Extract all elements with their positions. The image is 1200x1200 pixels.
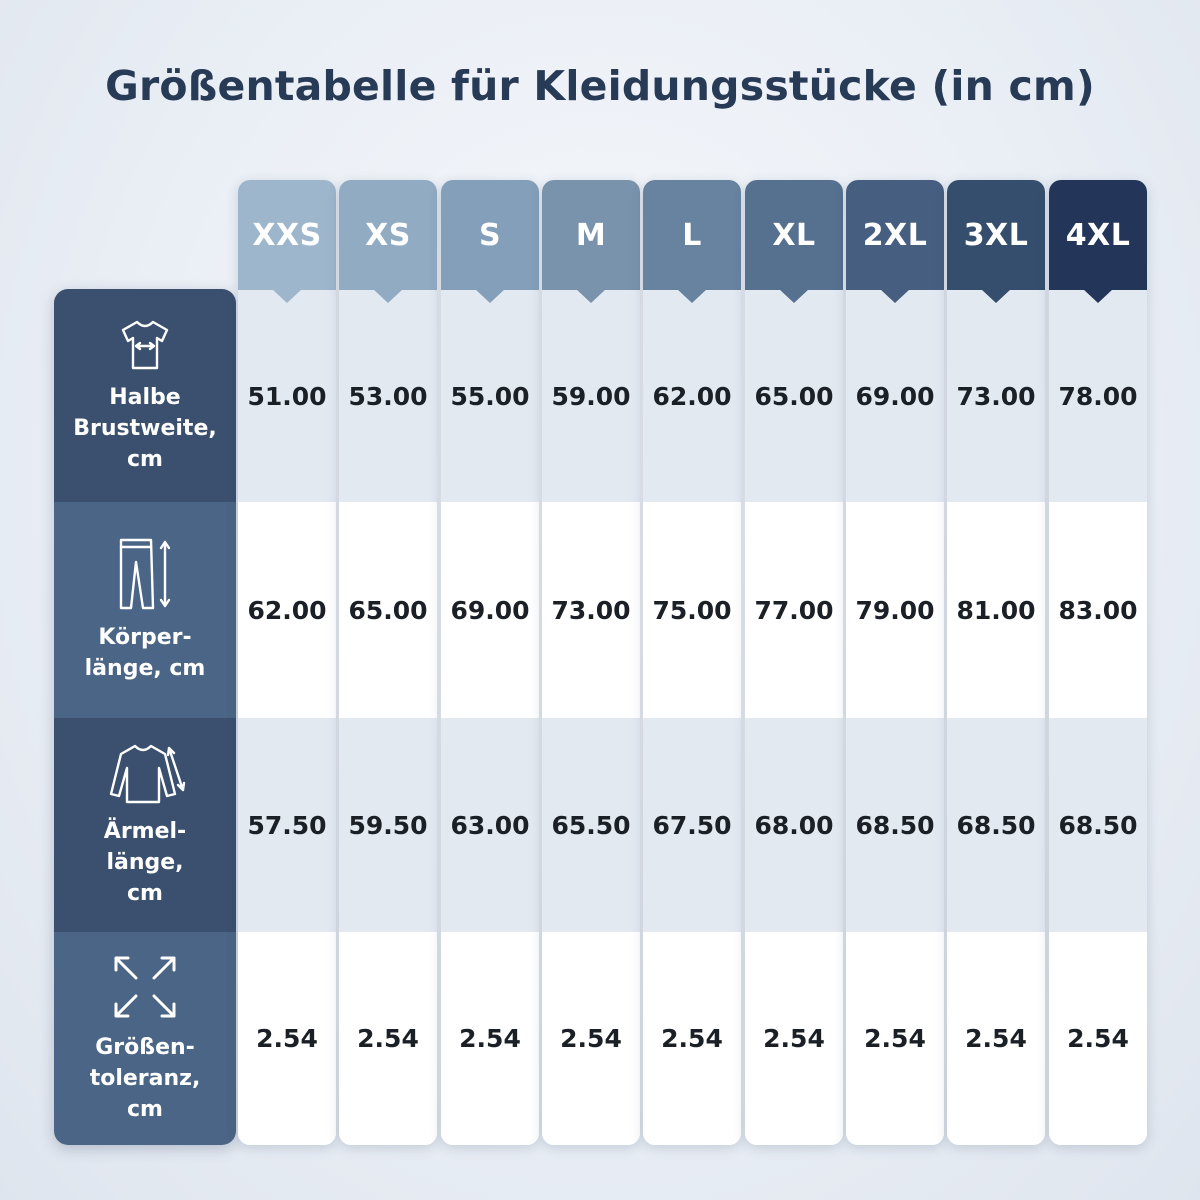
row-label-cell: Körper- länge, cm: [54, 502, 236, 718]
row-label: Körper- länge, cm: [84, 625, 206, 681]
size-column-xxs: 51.00 62.00 57.50 2.54 XXS: [238, 180, 336, 1145]
value-cell: 63.00: [441, 718, 539, 932]
value-cell: 2.54: [339, 932, 437, 1145]
size-header: XL: [745, 180, 843, 290]
value-cell: 57.50: [238, 718, 336, 932]
row-label-cell: Halbe Brustweite, cm: [54, 289, 236, 502]
header-pointer: [475, 289, 505, 303]
value-cell: 75.00: [643, 502, 741, 718]
value-cell: 59.00: [542, 290, 640, 502]
header-pointer: [981, 289, 1011, 303]
size-header: M: [542, 180, 640, 290]
expand-arrows-icon: [110, 952, 180, 1022]
row-label-cell: Größen- toleranz, cm: [54, 932, 236, 1145]
value-cell: 77.00: [745, 502, 843, 718]
header-pointer: [880, 289, 910, 303]
size-column-xs: 53.00 65.00 59.50 2.54 XS: [339, 180, 437, 1145]
row-label: Größen- toleranz, cm: [89, 1035, 201, 1122]
row-labels-panel: Halbe Brustweite, cm Körper- länge, cm Ärm…: [54, 289, 236, 1145]
value-cell: 79.00: [846, 502, 944, 718]
size-column-l: 62.00 75.00 67.50 2.54 L: [643, 180, 741, 1145]
value-cell: 59.50: [339, 718, 437, 932]
value-cell: 83.00: [1049, 502, 1147, 718]
value-cell: 65.00: [745, 290, 843, 502]
value-cell: 65.50: [542, 718, 640, 932]
value-cell: 62.00: [643, 290, 741, 502]
size-column-2xl: 69.00 79.00 68.50 2.54 2XL: [846, 180, 944, 1145]
value-cell: 2.54: [745, 932, 843, 1145]
header-pointer: [1083, 289, 1113, 303]
value-cell: 73.00: [542, 502, 640, 718]
value-cell: 68.50: [947, 718, 1045, 932]
value-cell: 65.00: [339, 502, 437, 718]
value-cell: 68.50: [846, 718, 944, 932]
tshirt-width-icon: [117, 316, 173, 372]
header-pointer: [576, 289, 606, 303]
header-pointer: [373, 289, 403, 303]
size-column-xl: 65.00 77.00 68.00 2.54 XL: [745, 180, 843, 1145]
header-pointer: [779, 289, 809, 303]
value-cell: 68.50: [1049, 718, 1147, 932]
page-title: Größentabelle für Kleidungsstücke (in cm…: [105, 62, 1095, 110]
value-cell: 78.00: [1049, 290, 1147, 502]
size-header: L: [643, 180, 741, 290]
value-cell: 67.50: [643, 718, 741, 932]
size-header: XS: [339, 180, 437, 290]
row-label: Ärmel- länge, cm: [103, 818, 187, 906]
value-cell: 2.54: [947, 932, 1045, 1145]
value-cell: 69.00: [441, 502, 539, 718]
value-cell: 2.54: [643, 932, 741, 1145]
value-cell: 68.00: [745, 718, 843, 932]
value-cell: 62.00: [238, 502, 336, 718]
header-pointer: [272, 289, 302, 303]
pants-length-icon: [115, 536, 175, 612]
value-cell: 53.00: [339, 290, 437, 502]
value-cell: 81.00: [947, 502, 1045, 718]
size-column-4xl: 78.00 83.00 68.50 2.54 4XL: [1049, 180, 1147, 1145]
size-header: S: [441, 180, 539, 290]
value-cell: 51.00: [238, 290, 336, 502]
row-label-cell: Ärmel- länge, cm: [54, 718, 236, 932]
value-cell: 2.54: [1049, 932, 1147, 1145]
size-column-3xl: 73.00 81.00 68.50 2.54 3XL: [947, 180, 1045, 1145]
value-cell: 2.54: [238, 932, 336, 1145]
value-cell: 2.54: [846, 932, 944, 1145]
value-cell: 69.00: [846, 290, 944, 502]
value-cell: 55.00: [441, 290, 539, 502]
size-header: 2XL: [846, 180, 944, 290]
value-cell: 2.54: [542, 932, 640, 1145]
size-header: XXS: [238, 180, 336, 290]
value-cell: 73.00: [947, 290, 1045, 502]
sleeve-length-icon: [103, 742, 187, 806]
header-pointer: [677, 289, 707, 303]
size-header: 4XL: [1049, 180, 1147, 290]
row-label: Halbe Brustweite, cm: [73, 385, 217, 472]
size-column-s: 55.00 69.00 63.00 2.54 S: [441, 180, 539, 1145]
value-cell: 2.54: [441, 932, 539, 1145]
size-header: 3XL: [947, 180, 1045, 290]
size-column-m: 59.00 73.00 65.50 2.54 M: [542, 180, 640, 1145]
